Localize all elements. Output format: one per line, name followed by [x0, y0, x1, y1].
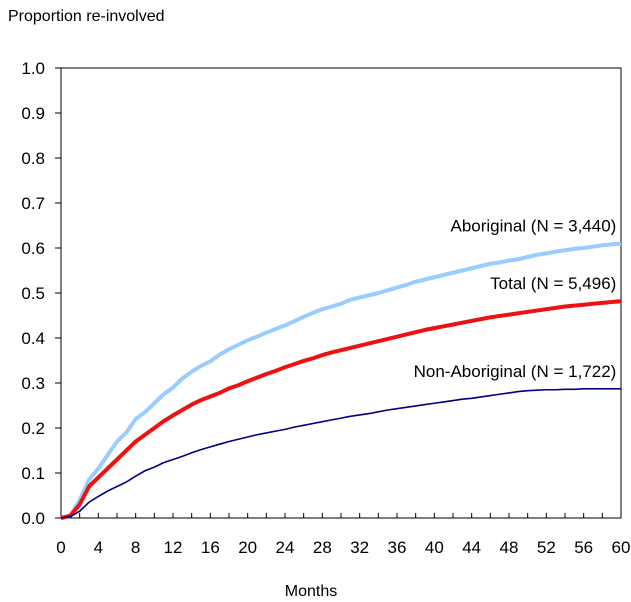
non-aboriginal-series-label: Non-Aboriginal (N = 1,722) — [414, 362, 617, 381]
x-tick-label: 0 — [56, 538, 65, 557]
aboriginal-series-line — [60, 241, 622, 520]
x-tick-label: 8 — [131, 538, 140, 557]
y-tick-label: 0.2 — [21, 419, 45, 438]
x-tick-label: 24 — [276, 538, 295, 557]
series-lines — [60, 241, 622, 520]
y-tick-label: 0.1 — [21, 464, 45, 483]
x-tick-label: 44 — [462, 538, 481, 557]
x-tick-label: 4 — [94, 538, 103, 557]
y-axis-title: Proportion re-involved — [8, 8, 165, 25]
x-tick-label: 60 — [612, 538, 631, 557]
y-tick-label: 0.8 — [21, 149, 45, 168]
total-series-label: Total (N = 5,496) — [490, 274, 616, 293]
total-series-line — [60, 299, 622, 520]
non-aboriginal-series-line — [60, 388, 621, 519]
y-tick-label: 1.0 — [21, 59, 45, 78]
y-axis: 0.0 0.1 0.2 0.3 0.4 0.5 0.6 0.7 0.8 0.9 1.0 — [21, 59, 61, 528]
x-tick-label: 32 — [350, 538, 369, 557]
y-tick-label: 0.6 — [21, 239, 45, 258]
x-tick-label: 20 — [238, 538, 257, 557]
x-tick-label: 56 — [574, 538, 593, 557]
x-tick-label: 36 — [388, 538, 407, 557]
aboriginal-series-label: Aboriginal (N = 3,440) — [450, 217, 616, 236]
y-tick-label: 0.5 — [21, 284, 45, 303]
y-tick-label: 0.7 — [21, 194, 45, 213]
y-tick-label: 0.3 — [21, 374, 45, 393]
x-axis: 0 4 8 12 16 20 24 28 32 36 40 44 48 52 56 60 — [56, 513, 630, 557]
y-tick-label: 0.0 — [21, 509, 45, 528]
x-tick-label: 48 — [500, 538, 519, 557]
x-tick-label: 40 — [425, 538, 444, 557]
series-labels: Aboriginal (N = 3,440) Total (N = 5,496) N… — [414, 217, 617, 381]
x-axis-title: Months — [285, 583, 337, 600]
x-tick-label: 28 — [313, 538, 332, 557]
x-tick-label: 52 — [537, 538, 556, 557]
y-tick-label: 0.9 — [21, 104, 45, 123]
x-tick-label: 16 — [201, 538, 220, 557]
y-tick-label: 0.4 — [21, 329, 45, 348]
x-tick-label: 12 — [164, 538, 183, 557]
